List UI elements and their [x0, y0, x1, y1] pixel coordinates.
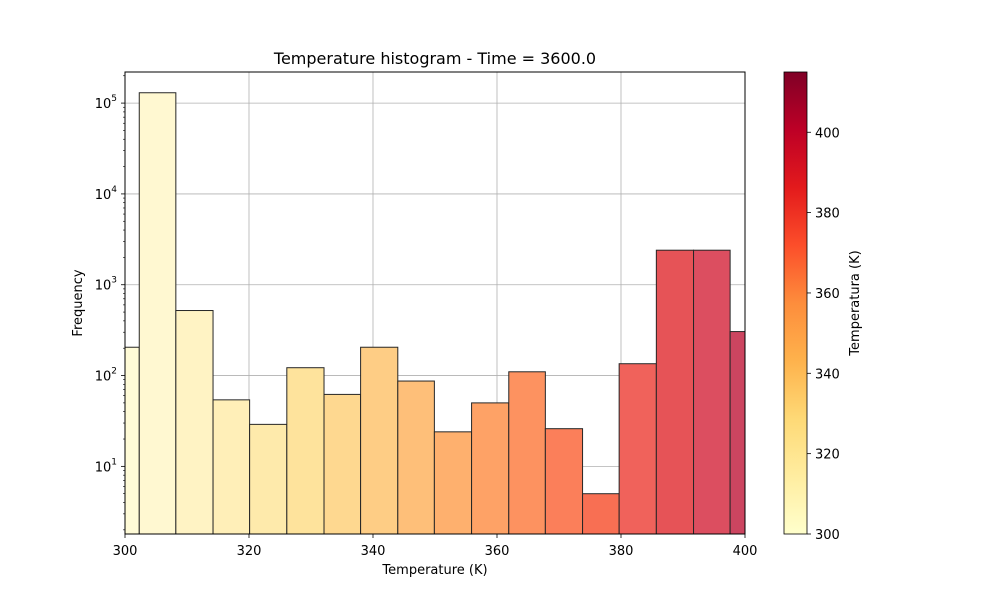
colorbar-ticks: 300 320 340 360 380 400	[807, 126, 840, 543]
chart-title: Temperature histogram - Time = 3600.0	[273, 49, 596, 68]
x-tick-label: 360	[485, 544, 510, 559]
y-tick-label: 102	[95, 367, 117, 385]
colorbar-tick-label: 320	[815, 448, 840, 463]
x-tick-label: 320	[237, 544, 262, 559]
x-axis-ticks: 300 320 340 360 380 400	[113, 534, 758, 559]
colorbar-tick-label: 360	[815, 287, 840, 302]
y-tick-label: 104	[95, 185, 118, 203]
colorbar-label: Temperatura (K)	[848, 250, 863, 356]
y-axis-ticks: 101 102 103 104 105	[95, 75, 125, 531]
y-tick-label: 101	[95, 457, 117, 475]
x-tick-label: 380	[609, 544, 634, 559]
x-tick-label: 300	[113, 544, 138, 559]
colorbar-tick-label: 380	[815, 207, 840, 222]
histogram-bar	[433, 431, 473, 534]
histogram-bar	[655, 249, 695, 534]
histogram-bar	[212, 399, 251, 534]
x-tick-label: 400	[733, 544, 758, 559]
histogram-bar	[138, 92, 177, 534]
histogram-bar	[544, 428, 584, 534]
histogram-bar	[175, 310, 214, 534]
histogram-bar	[618, 363, 657, 534]
histogram-bar	[323, 393, 362, 534]
x-axis-label: Temperature (K)	[381, 563, 487, 578]
colorbar-tick-label: 400	[815, 126, 840, 141]
y-axis-label: Frequency	[71, 269, 86, 336]
histogram-bars	[125, 92, 745, 534]
histogram-bar	[508, 371, 546, 534]
y-tick-label: 103	[95, 276, 117, 294]
histogram-bar	[582, 493, 620, 534]
histogram-bar	[397, 380, 435, 534]
colorbar	[783, 71, 808, 535]
histogram-bar	[693, 249, 731, 534]
plot-frame	[124, 71, 746, 535]
histogram-bar	[360, 346, 399, 534]
y-tick-label: 105	[95, 94, 117, 112]
histogram-bar	[729, 331, 745, 534]
colorbar-tick-label: 300	[815, 528, 840, 543]
x-tick-label: 340	[361, 544, 386, 559]
histogram-bar	[286, 367, 325, 534]
histogram-bar	[249, 423, 288, 534]
histogram-bar	[471, 402, 510, 534]
colorbar-tick-label: 340	[815, 367, 840, 382]
